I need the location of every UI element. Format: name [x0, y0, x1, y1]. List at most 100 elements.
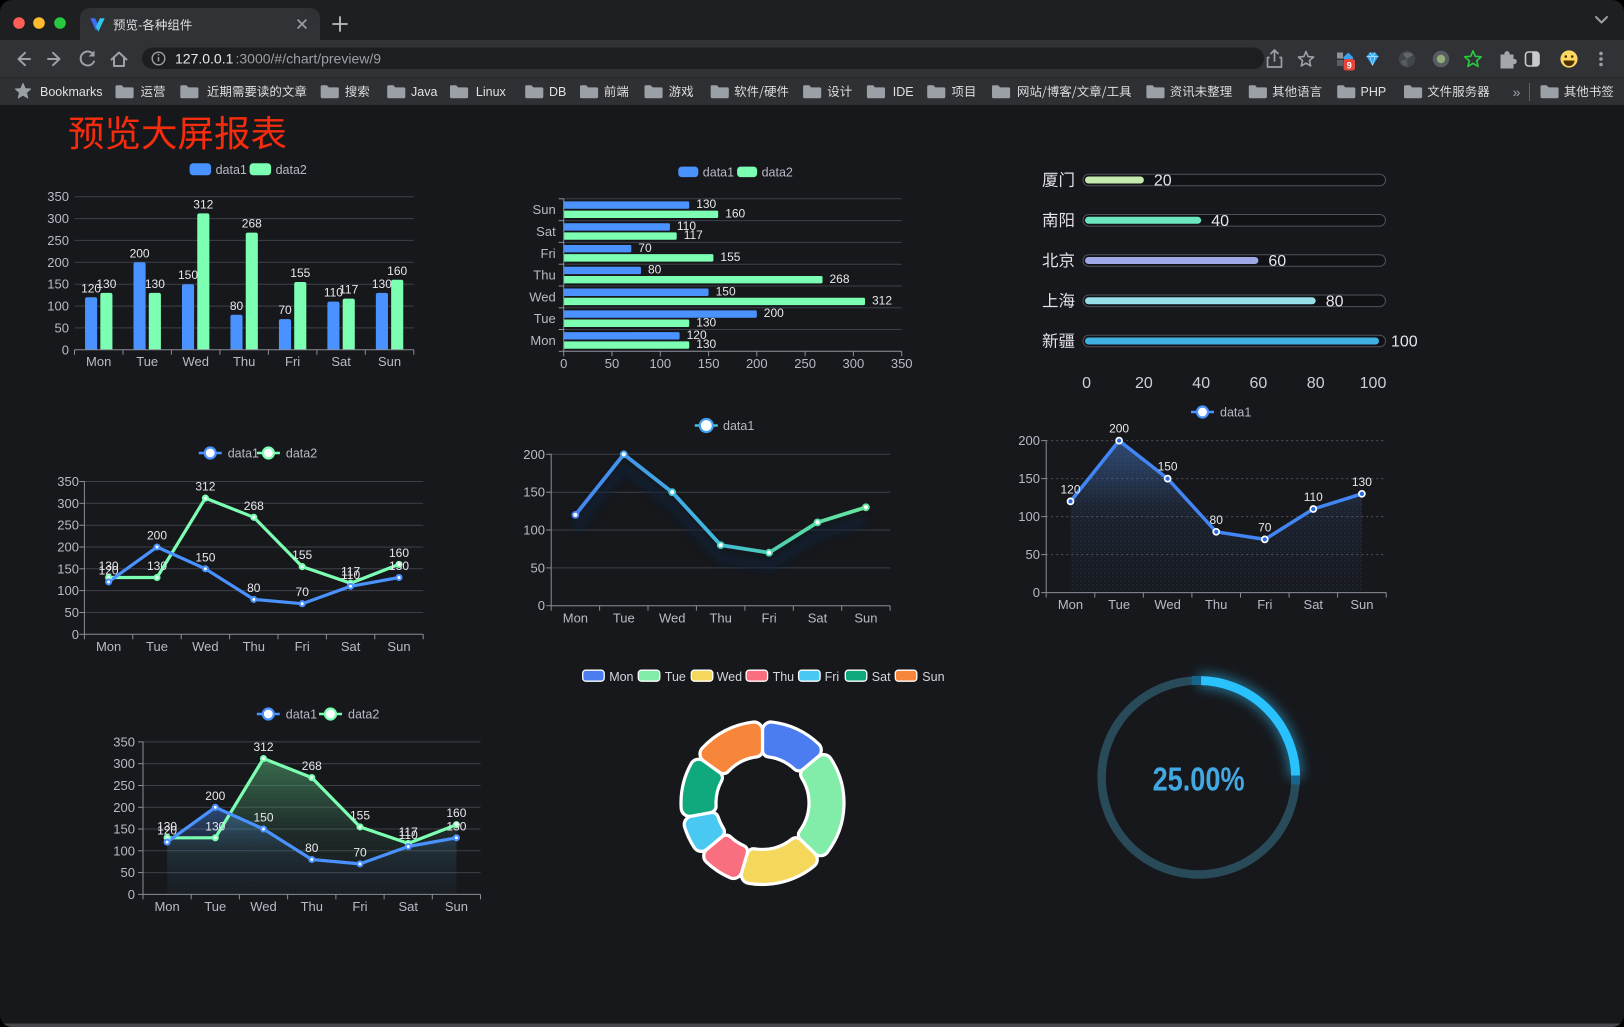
- svg-text:60: 60: [1268, 253, 1286, 270]
- svg-text:155: 155: [720, 250, 740, 264]
- svg-text:150: 150: [716, 284, 736, 298]
- svg-text:130: 130: [1352, 475, 1372, 489]
- svg-text:Wed: Wed: [182, 354, 209, 369]
- svg-text:80: 80: [230, 299, 244, 313]
- svg-text:Tue: Tue: [665, 670, 686, 684]
- svg-text:127.0.0.1: 127.0.0.1: [175, 51, 234, 67]
- svg-text:130: 130: [389, 559, 409, 573]
- svg-text:Tue: Tue: [1108, 597, 1130, 612]
- svg-text:Wed: Wed: [192, 639, 219, 654]
- svg-text:80: 80: [247, 581, 261, 595]
- svg-text:150: 150: [1018, 471, 1040, 486]
- svg-text:117: 117: [339, 283, 358, 297]
- svg-text:100: 100: [649, 356, 671, 371]
- svg-text:350: 350: [47, 189, 69, 204]
- svg-text:200: 200: [205, 789, 225, 803]
- svg-text:100: 100: [113, 843, 135, 858]
- svg-text:Mon: Mon: [96, 639, 121, 654]
- svg-text:Mon: Mon: [563, 611, 588, 626]
- svg-text:data1: data1: [216, 163, 247, 177]
- svg-text:160: 160: [389, 546, 409, 560]
- svg-text:Wed: Wed: [1154, 597, 1181, 612]
- svg-text:Sat: Sat: [536, 224, 556, 239]
- svg-text:50: 50: [121, 865, 135, 880]
- svg-text:data2: data2: [762, 165, 793, 179]
- svg-text:0: 0: [128, 887, 135, 902]
- svg-text:268: 268: [830, 272, 850, 286]
- svg-text:DB: DB: [549, 85, 566, 99]
- svg-text:50: 50: [65, 605, 79, 620]
- svg-text:Thu: Thu: [301, 899, 323, 914]
- svg-text:0: 0: [1033, 585, 1040, 600]
- svg-text:Tue: Tue: [136, 354, 158, 369]
- svg-text:312: 312: [193, 197, 213, 211]
- svg-text:200: 200: [130, 246, 150, 260]
- svg-text:9: 9: [1347, 61, 1352, 71]
- svg-text:150: 150: [113, 822, 135, 837]
- svg-text:Sat: Sat: [872, 670, 891, 684]
- svg-text:Linux: Linux: [476, 85, 507, 99]
- svg-text:0: 0: [538, 598, 545, 613]
- svg-text:200: 200: [57, 540, 79, 555]
- svg-text:PHP: PHP: [1361, 85, 1387, 99]
- svg-text:130: 130: [446, 819, 466, 833]
- svg-text:200: 200: [523, 447, 545, 462]
- svg-text:160: 160: [446, 806, 466, 820]
- svg-text:130: 130: [147, 559, 167, 573]
- svg-text:120: 120: [1060, 482, 1080, 496]
- svg-text:117: 117: [399, 825, 418, 839]
- svg-text:Wed: Wed: [529, 289, 556, 304]
- svg-text:Tue: Tue: [204, 899, 226, 914]
- svg-text:Thu: Thu: [533, 268, 555, 283]
- svg-text:160: 160: [387, 264, 407, 278]
- svg-text:120: 120: [687, 328, 707, 342]
- svg-text:Sat: Sat: [808, 611, 828, 626]
- svg-text:data1: data1: [286, 708, 317, 722]
- svg-text:155: 155: [290, 266, 310, 280]
- svg-text:350: 350: [113, 734, 135, 749]
- svg-text:80: 80: [1326, 293, 1344, 310]
- svg-text:110: 110: [1304, 490, 1323, 504]
- svg-text:300: 300: [57, 496, 79, 511]
- svg-text:Mon: Mon: [609, 670, 633, 684]
- svg-text:150: 150: [178, 268, 198, 282]
- svg-text:117: 117: [341, 565, 360, 579]
- svg-text:130: 130: [145, 277, 165, 291]
- svg-text:130: 130: [696, 197, 716, 211]
- svg-text:80: 80: [1307, 375, 1325, 392]
- svg-text:IDE: IDE: [893, 85, 914, 99]
- svg-text:20: 20: [1154, 173, 1172, 190]
- svg-text:Fri: Fri: [825, 670, 840, 684]
- svg-text:70: 70: [296, 585, 310, 599]
- svg-text:150: 150: [47, 277, 69, 292]
- svg-text:Sat: Sat: [331, 354, 351, 369]
- svg-text:350: 350: [891, 356, 913, 371]
- svg-text:155: 155: [292, 548, 312, 562]
- svg-text:312: 312: [195, 480, 215, 494]
- svg-text:Tue: Tue: [613, 611, 635, 626]
- svg-text:Sun: Sun: [387, 639, 410, 654]
- svg-text:70: 70: [638, 241, 652, 255]
- svg-text:Fri: Fri: [762, 611, 777, 626]
- svg-text:130: 130: [99, 559, 119, 573]
- svg-text:Fri: Fri: [285, 354, 300, 369]
- svg-text:70: 70: [353, 845, 367, 859]
- svg-text:Sat: Sat: [398, 899, 418, 914]
- svg-text:120: 120: [157, 824, 177, 838]
- svg-text:70: 70: [278, 303, 292, 317]
- svg-text:40: 40: [1211, 213, 1229, 230]
- svg-text:200: 200: [147, 529, 167, 543]
- svg-text:20: 20: [1135, 375, 1153, 392]
- svg-text:100: 100: [1391, 334, 1418, 351]
- svg-text:Thu: Thu: [709, 611, 731, 626]
- svg-text:data2: data2: [276, 163, 307, 177]
- svg-text:160: 160: [725, 206, 745, 220]
- svg-text:250: 250: [47, 233, 69, 248]
- svg-text:Wed: Wed: [717, 670, 743, 684]
- svg-text:300: 300: [843, 356, 865, 371]
- svg-text:Fri: Fri: [352, 899, 367, 914]
- svg-text:150: 150: [57, 561, 79, 576]
- svg-text:100: 100: [47, 299, 69, 314]
- svg-text:Sun: Sun: [445, 899, 468, 914]
- svg-text:300: 300: [47, 211, 69, 226]
